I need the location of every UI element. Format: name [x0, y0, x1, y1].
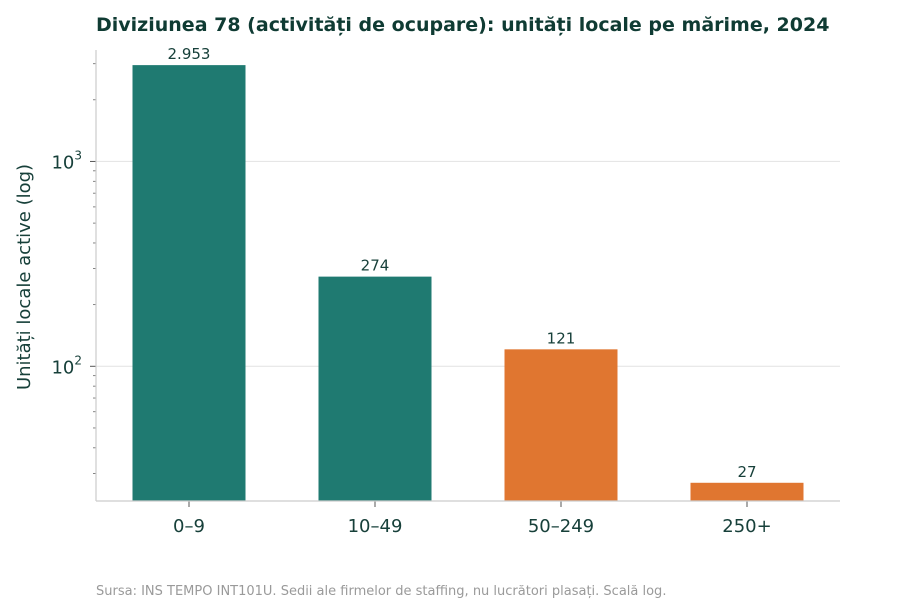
- bar-0: [132, 65, 246, 501]
- bars: [132, 65, 804, 501]
- y-tick-labels: 102 103: [51, 148, 96, 378]
- x-tick-label-1: 10–49: [348, 516, 403, 537]
- x-tick-label-2: 50–249: [528, 516, 594, 537]
- x-tick-label-0: 0–9: [173, 516, 205, 537]
- bar-1: [318, 276, 432, 501]
- data-labels: 2.953 274 121 27: [168, 45, 757, 481]
- data-label-2: 121: [547, 329, 576, 347]
- x-ticks: 0–9 10–49 50–249 250+: [173, 501, 772, 537]
- x-tick-label-3: 250+: [722, 516, 771, 537]
- bar-2: [504, 349, 618, 501]
- bar-3: [690, 482, 804, 501]
- y-tick-label: 103: [51, 148, 82, 173]
- source-note: Sursa: INS TEMPO INT101U. Sedii ale firm…: [96, 584, 666, 599]
- data-label-1: 274: [361, 257, 390, 275]
- data-label-0: 2.953: [168, 45, 211, 63]
- y-axis-label: Unități locale active (log): [14, 164, 35, 390]
- chart-title: Diviziunea 78 (activități de ocupare): u…: [96, 14, 829, 36]
- data-label-3: 27: [737, 463, 756, 481]
- y-tick-label: 102: [51, 353, 82, 378]
